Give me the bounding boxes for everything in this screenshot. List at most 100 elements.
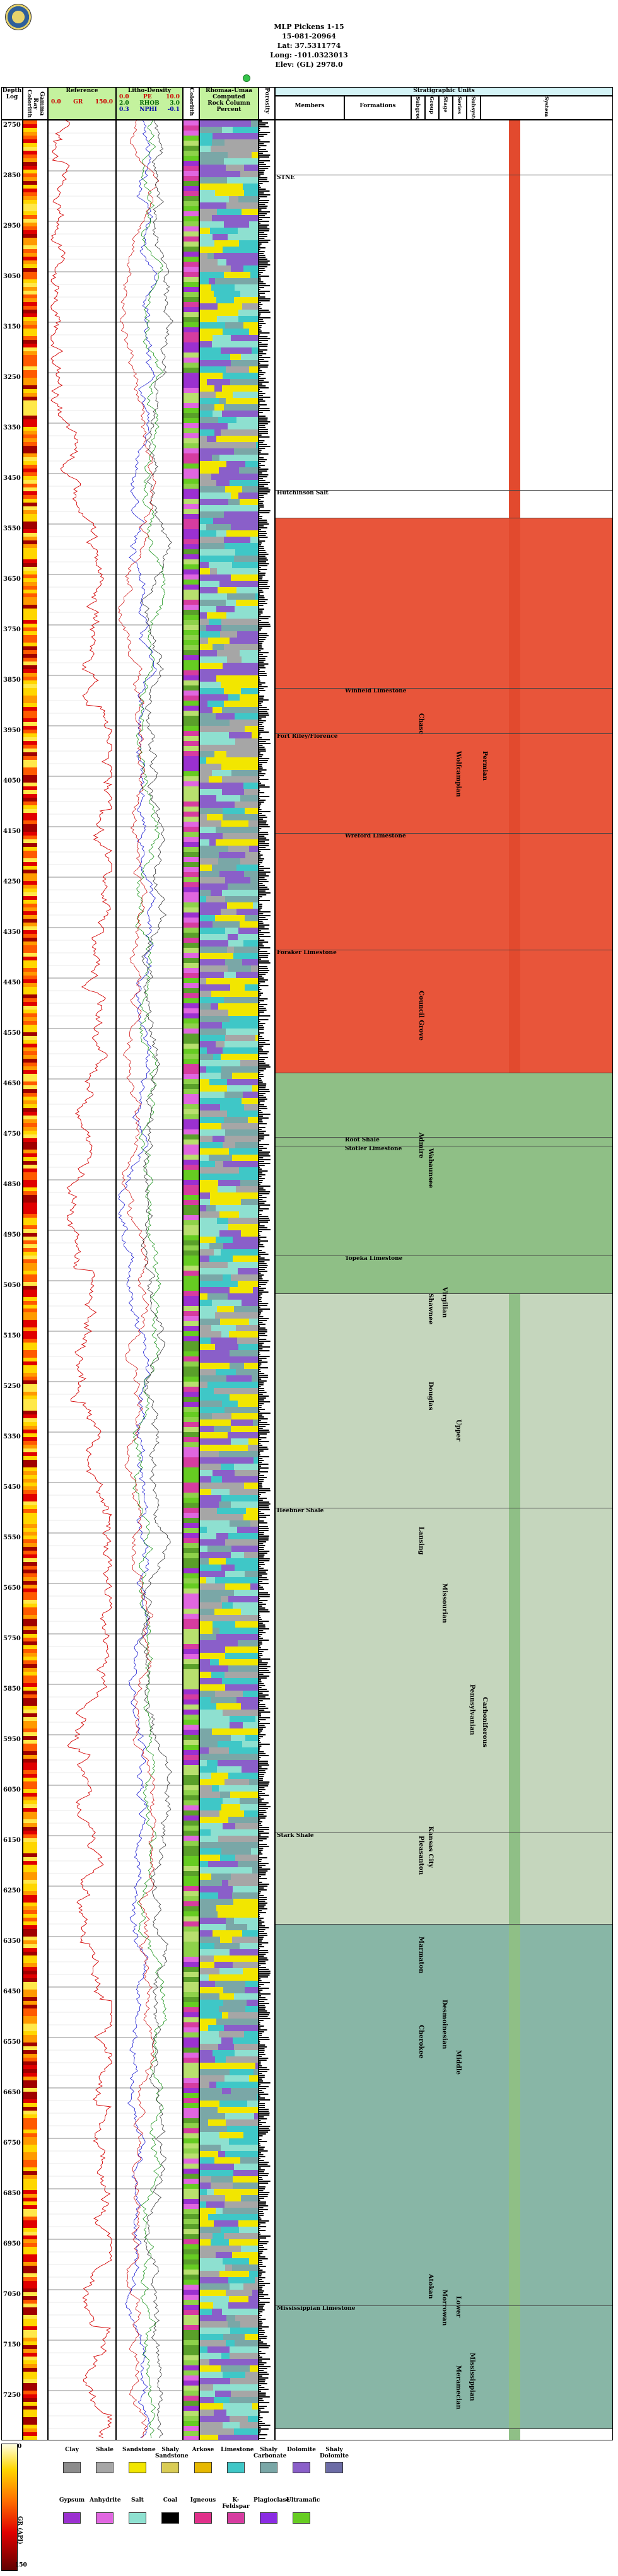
- formation-label-stne: STNE: [277, 175, 295, 181]
- porosity-bar: [259, 2218, 262, 2220]
- gamma-colorlith-cell: [23, 2137, 37, 2141]
- porosity-bar: [259, 2196, 268, 2197]
- rock-column-row: [200, 1760, 258, 1766]
- gamma-colorlith-cell: [23, 1717, 37, 1721]
- colorlith-cell: [184, 928, 199, 933]
- porosity-bar: [259, 1607, 265, 1609]
- rock-column-segment: [250, 1646, 258, 1653]
- rock-column-row: [200, 209, 258, 215]
- gamma-colorlith-cell: [23, 1918, 37, 1921]
- rock-column-segment: [206, 1205, 216, 1211]
- gamma-colorlith-cell: [23, 1630, 37, 1634]
- gamma-colorlith-cell: [23, 2035, 37, 2039]
- gamma-colorlith-cell: [23, 1986, 37, 1990]
- rock-column-segment: [200, 448, 224, 455]
- porosity-bar: [259, 1906, 265, 1908]
- rock-column-row: [200, 2410, 258, 2416]
- colorlith-cell: [184, 1462, 199, 1467]
- rock-column-segment: [200, 1678, 222, 1684]
- gamma-colorlith-cell: [23, 1660, 37, 1664]
- nphi-min: 0.3: [119, 107, 129, 113]
- porosity-bar: [259, 1083, 267, 1085]
- rock-column-segment: [231, 1426, 258, 1432]
- gamma-colorlith-cell: [23, 2069, 37, 2073]
- strat-admire: Admire: [417, 1133, 424, 1158]
- rock-column-segment: [200, 928, 225, 934]
- rock-column-segment: [200, 392, 216, 398]
- gamma-colorlith-cell: [23, 2270, 37, 2273]
- rock-column-segment: [200, 1703, 216, 1710]
- gamma-colorlith-cell: [23, 733, 37, 737]
- legend-label: Plagioclase: [254, 2497, 290, 2503]
- rock-column-segment: [217, 1483, 244, 1489]
- rock-column-segment: [200, 1974, 209, 1981]
- porosity-bar: [259, 1747, 260, 1749]
- colorlith-cell: [184, 363, 199, 368]
- porosity-bar: [259, 932, 270, 933]
- porosity-bar: [259, 786, 270, 788]
- status-indicator-icon[interactable]: [243, 74, 250, 82]
- gamma-colorlith-cell: [23, 2273, 37, 2277]
- rock-column-segment: [243, 2283, 258, 2290]
- rock-column-row: [200, 423, 258, 429]
- rock-column-segment: [200, 1930, 213, 1937]
- gamma-colorlith-cell: [23, 2039, 37, 2043]
- colorlith-cell: [184, 2229, 199, 2234]
- porosity-bar: [259, 1297, 262, 1298]
- rock-column-segment: [221, 909, 236, 915]
- strat-units-label: Stratigraphic Units: [413, 88, 475, 94]
- porosity-bar: [259, 1269, 265, 1270]
- porosity-bar: [259, 147, 260, 148]
- rock-column-segment: [253, 1287, 258, 1293]
- gamma-colorlith-cell: [23, 1611, 37, 1615]
- gamma-colorlith-cell: [23, 2300, 37, 2304]
- rock-column-row: [200, 1943, 258, 1949]
- porosity-bar: [259, 2338, 267, 2339]
- legend-swatch: [227, 2462, 245, 2473]
- porosity-bar: [259, 941, 269, 943]
- rock-column-row: [200, 556, 258, 562]
- legend-swatch: [260, 2462, 277, 2473]
- porosity-bar: [259, 1658, 271, 1660]
- colorlith-cell: [184, 1145, 199, 1150]
- rock-column-row: [200, 1199, 258, 1205]
- gamma-colorlith-cell: [23, 385, 37, 389]
- rock-column-segment: [200, 2063, 226, 2069]
- porosity-bar: [259, 650, 261, 651]
- rock-column-segment: [200, 1792, 220, 1798]
- gamma-colorlith-cell: [23, 741, 37, 745]
- rock-column-segment: [200, 1211, 219, 1218]
- rock-column-segment: [238, 310, 258, 316]
- porosity-bar: [259, 1197, 267, 1198]
- gamma-colorlith-cell: [23, 1963, 37, 1967]
- rock-column-segment: [221, 619, 258, 625]
- rock-column-segment: [200, 202, 218, 209]
- rock-column-segment: [230, 1287, 253, 1293]
- gamma-colorlith-cell: [23, 801, 37, 805]
- colorlith-cell: [184, 1139, 199, 1145]
- porosity-bar: [259, 2285, 265, 2286]
- colorlith-cell: [184, 1180, 199, 1185]
- colorlith-cell: [184, 1957, 199, 1962]
- colorlith-cell: [184, 660, 199, 665]
- colorlith-cell: [184, 2370, 199, 2375]
- gamma-colorlith-cell: [23, 1672, 37, 1676]
- rock-column-row: [200, 953, 258, 959]
- gamma-colorlith-cell: [23, 2171, 37, 2175]
- gamma-colorlith-cell: [23, 1653, 37, 1657]
- subsystem-label: Subsystem: [470, 96, 477, 120]
- rock-column-row: [200, 461, 258, 467]
- porosity-bar: [259, 2287, 263, 2288]
- colorlith-cell: [184, 1805, 199, 1810]
- gamma-colorlith-cell: [23, 828, 37, 832]
- rock-column-row: [200, 1161, 258, 1167]
- colorlith-cell: [184, 1881, 199, 1886]
- rock-column-segment: [247, 1905, 258, 1911]
- porosity-bar: [259, 417, 268, 419]
- porosity-bar: [259, 1993, 271, 1995]
- rock-column-row: [200, 190, 258, 196]
- rock-column-row: [200, 1628, 258, 1634]
- porosity-bar: [259, 569, 267, 570]
- stage-header: Stage: [439, 96, 453, 120]
- porosity-bar: [259, 1112, 263, 1113]
